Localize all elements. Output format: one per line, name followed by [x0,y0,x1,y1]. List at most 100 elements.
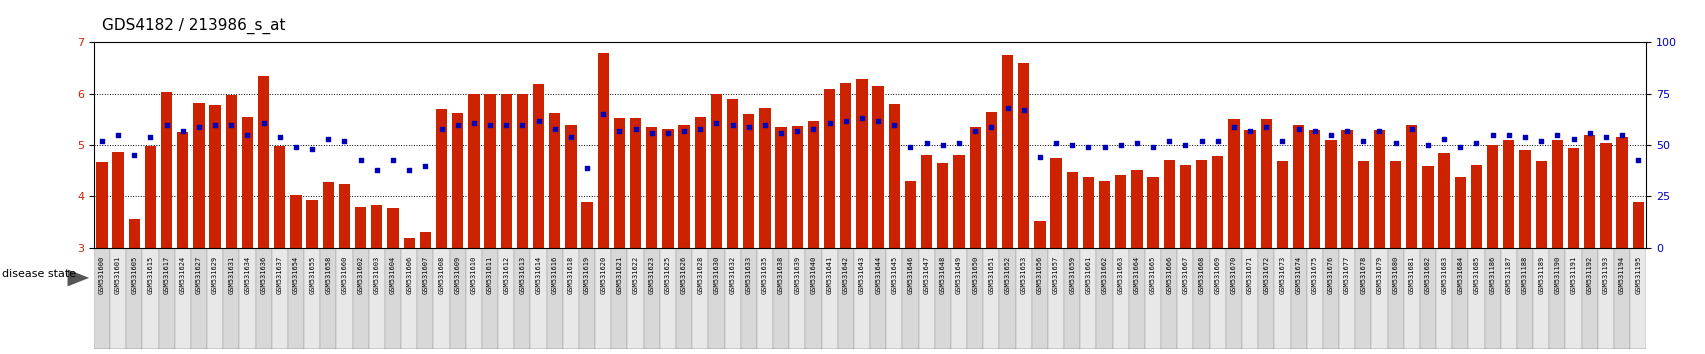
Text: GSM531625: GSM531625 [665,256,670,294]
Bar [1533,248,1548,349]
Text: GSM531667: GSM531667 [1182,256,1188,294]
Point [1333,128,1361,133]
Bar [191,248,206,349]
Point [685,126,713,132]
Bar [1306,248,1321,349]
Text: GSM531630: GSM531630 [713,256,720,294]
Bar [275,146,285,248]
Point [1107,142,1134,148]
Text: GSM531676: GSM531676 [1326,256,1333,294]
Bar [646,127,656,248]
Bar [1260,119,1272,248]
Bar [757,248,772,349]
Bar [498,248,513,349]
Bar [193,103,205,248]
Bar [692,248,708,349]
Bar [1405,125,1417,248]
Bar [982,248,999,349]
Text: AML-multilineage dysplasia sole + AML-not otherwise specified (AML-MLD-sole + AM: AML-multilineage dysplasia sole + AML-no… [791,273,1205,282]
Bar [614,119,624,248]
Bar [1001,55,1013,248]
Bar [419,233,431,248]
Point [638,130,665,136]
Text: GSM531675: GSM531675 [1311,256,1316,294]
Text: GSM531643: GSM531643 [859,256,864,294]
Text: GSM531627: GSM531627 [196,256,201,294]
Point [396,167,423,173]
Text: percentile rank within the sample: percentile rank within the sample [124,335,300,344]
Bar [450,248,465,349]
Text: GSM531683: GSM531683 [1441,256,1446,294]
Text: GSM531631: GSM531631 [228,256,234,294]
Text: GSM531638: GSM531638 [777,256,784,294]
Bar [888,104,900,248]
Text: GSM531626: GSM531626 [680,256,687,294]
Point [1204,138,1231,144]
Text: GSM531642: GSM531642 [842,256,849,294]
Point [897,144,924,150]
Bar [322,182,334,248]
Text: GSM531629: GSM531629 [211,256,218,294]
Point [702,120,730,125]
Text: GSM531186: GSM531186 [1488,256,1495,294]
Bar [1018,63,1028,248]
Point [1381,140,1408,146]
Text: GSM531622: GSM531622 [633,256,638,294]
Bar [1436,248,1451,349]
Text: GSM531668: GSM531668 [1199,256,1204,294]
Bar [404,238,414,248]
Text: GSM531658: GSM531658 [326,256,331,294]
Bar [805,248,822,349]
Point [929,142,957,148]
Bar [1502,140,1514,248]
Point [314,136,341,142]
Point [1042,140,1069,146]
Point [525,118,552,123]
Text: GSM531621: GSM531621 [616,256,622,294]
Point [912,140,939,146]
Bar [564,125,576,248]
Bar [1275,161,1287,248]
Text: GSM531647: GSM531647 [922,256,929,294]
Bar [1064,248,1079,349]
Bar [145,146,155,248]
Bar [177,132,188,248]
Bar [772,248,789,349]
Point [1219,124,1246,130]
Bar [1014,248,1032,349]
Text: GSM531661: GSM531661 [1084,256,1091,294]
Bar [452,113,464,248]
Bar [1292,125,1304,248]
Text: GSM531645: GSM531645 [890,256,897,294]
Text: GSM531601: GSM531601 [114,256,121,294]
Bar [936,163,948,248]
Bar [418,248,433,349]
Point [1089,144,1117,150]
Bar [372,205,382,248]
Bar [1451,248,1468,349]
Point [1269,138,1296,144]
Point [169,128,196,133]
Bar [1195,160,1207,248]
Text: GSM531635: GSM531635 [762,256,767,294]
Text: GSM531640: GSM531640 [810,256,817,294]
Text: GSM531191: GSM531191 [1570,256,1575,294]
Bar [481,248,498,349]
Text: GSM531678: GSM531678 [1359,256,1366,294]
Bar [95,162,107,248]
Bar [1243,130,1255,248]
Text: GSM531680: GSM531680 [1391,256,1398,294]
Point [1446,144,1473,150]
Bar [1257,248,1274,349]
Bar [791,126,803,248]
Bar [355,207,367,248]
Bar [1321,248,1338,349]
Text: GSM531673: GSM531673 [1279,256,1284,294]
Bar [808,120,818,248]
Bar [109,308,119,325]
Bar [999,248,1014,349]
Point [443,122,471,127]
Bar [1552,140,1562,248]
Bar [679,125,689,248]
Point [1430,136,1458,142]
